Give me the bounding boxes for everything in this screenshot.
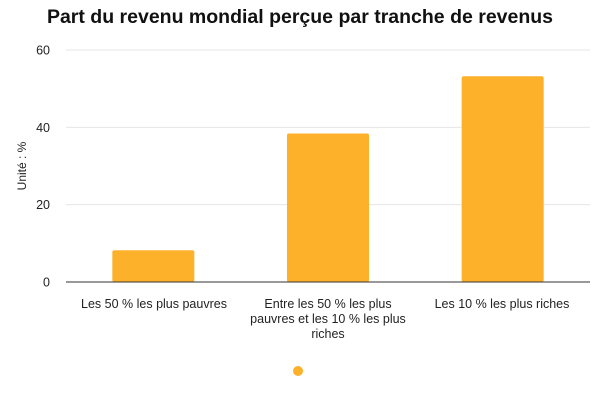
y-axis-title: Unité : %: [15, 141, 29, 190]
bar: [461, 76, 544, 282]
bars: [112, 76, 544, 282]
bar: [112, 250, 195, 282]
bar: [287, 133, 369, 282]
y-tick-label: 0: [43, 276, 50, 290]
x-tick-label: Les 50 % les plus pauvres: [81, 297, 227, 311]
chart-title: Part du revenu mondial perçue par tranch…: [46, 6, 554, 28]
legend-marker: [293, 366, 303, 376]
x-tick-label: Entre les 50 % les plus pauvres et les 1…: [250, 297, 406, 341]
x-tick-label: Les 10 % les plus riches: [434, 297, 570, 311]
y-tick-label: 60: [36, 44, 50, 58]
y-tick-label: 40: [36, 121, 50, 135]
y-tick-label: 20: [36, 198, 50, 212]
axes: 0 20 40 60: [36, 44, 590, 290]
